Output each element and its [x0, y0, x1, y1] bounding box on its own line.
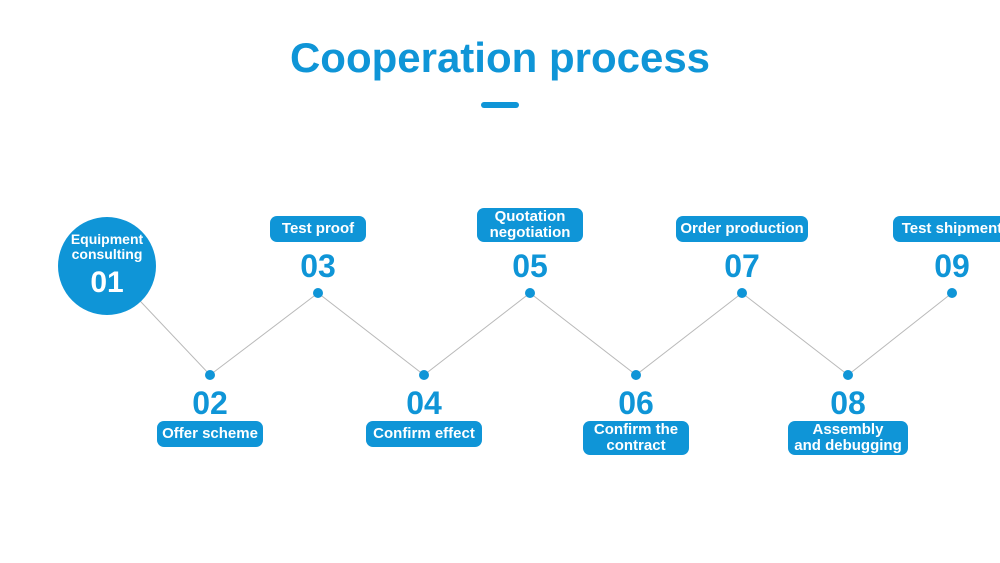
- step-04-dot: [419, 370, 429, 380]
- step-05-dot: [525, 288, 535, 298]
- step-01-label: Equipmentconsulting: [71, 232, 143, 261]
- process-diagram: Cooperation process Equipmentconsulting 0…: [0, 0, 1000, 563]
- step-06-number: 06: [618, 385, 654, 422]
- step-08-number: 08: [830, 385, 866, 422]
- step-08-label: Assemblyand debugging: [788, 421, 908, 455]
- step-07-dot: [737, 288, 747, 298]
- step-04-number: 04: [406, 385, 442, 422]
- step-04-label: Confirm effect: [366, 421, 482, 447]
- step-03-label: Test proof: [270, 216, 366, 242]
- step-09-label: Test shipment: [893, 216, 1000, 242]
- step-06-label: Confirm thecontract: [583, 421, 689, 455]
- step-07-number: 07: [724, 248, 760, 285]
- step-01-start-circle: Equipmentconsulting 01: [58, 217, 156, 315]
- step-02-number: 02: [192, 385, 228, 422]
- step-02-label: Offer scheme: [157, 421, 263, 447]
- step-05-label: Quotationnegotiation: [477, 208, 583, 242]
- step-09-number: 09: [934, 248, 970, 285]
- diagram-title: Cooperation process: [0, 34, 1000, 82]
- step-01-number: 01: [90, 266, 123, 300]
- step-03-dot: [313, 288, 323, 298]
- step-02-dot: [205, 370, 215, 380]
- title-underline: [481, 102, 519, 108]
- step-06-dot: [631, 370, 641, 380]
- step-08-dot: [843, 370, 853, 380]
- step-03-number: 03: [300, 248, 336, 285]
- step-07-label: Order production: [676, 216, 808, 242]
- step-05-number: 05: [512, 248, 548, 285]
- step-09-dot: [947, 288, 957, 298]
